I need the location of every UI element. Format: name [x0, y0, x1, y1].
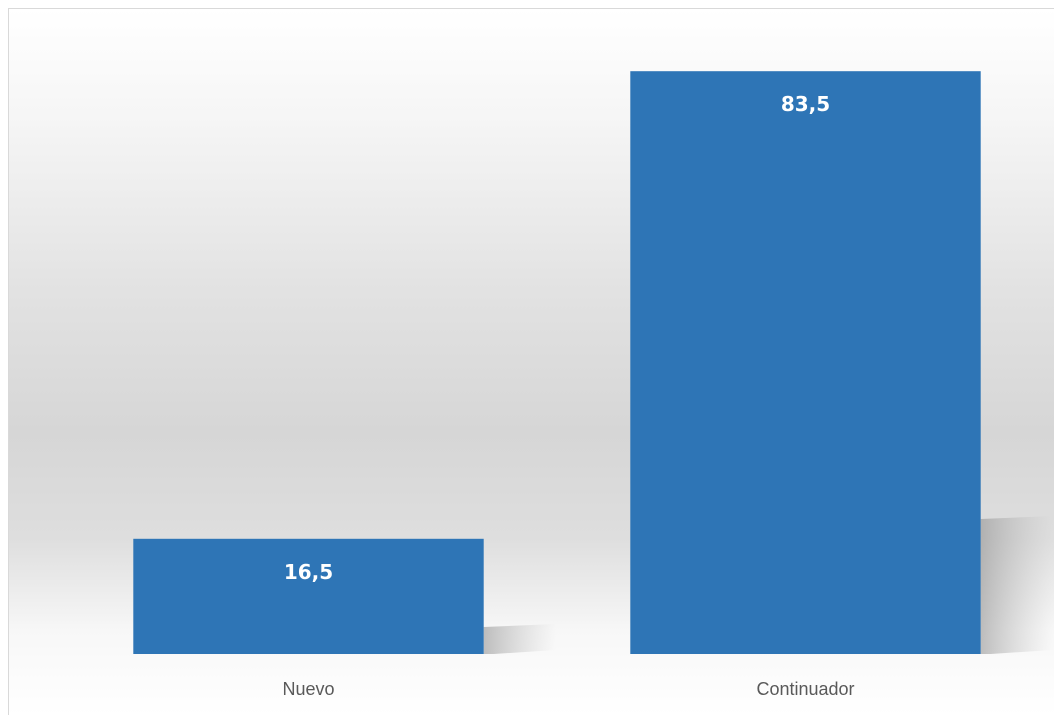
data-label-nuevo: 16,5	[284, 560, 333, 584]
bar-continuador	[630, 71, 981, 654]
category-labels: Nuevo Continuador	[282, 679, 854, 699]
bar-shadow-1	[980, 516, 1053, 654]
bar-shadows	[483, 516, 1053, 654]
bar-shadow-0	[483, 624, 556, 654]
bars	[133, 71, 981, 654]
bar-nuevo	[133, 538, 484, 654]
category-label-continuador: Continuador	[756, 679, 854, 699]
data-label-continuador: 83,5	[781, 92, 830, 116]
category-label-nuevo: Nuevo	[282, 679, 334, 699]
value-labels: 16,5 83,5	[284, 92, 830, 584]
